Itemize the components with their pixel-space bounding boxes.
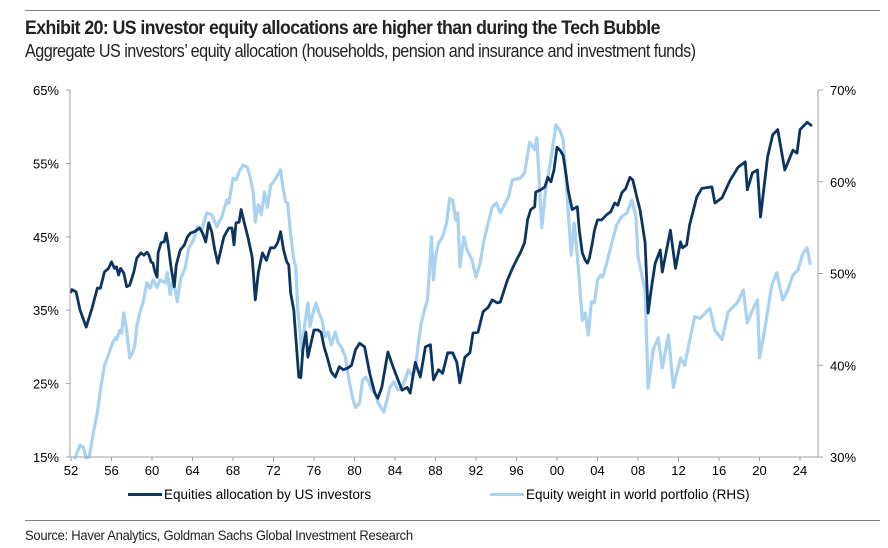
chart-title: Exhibit 20: US investor equity allocatio… <box>25 18 660 39</box>
x-axis-tick-label: 76 <box>307 463 321 478</box>
top-rule <box>25 10 880 11</box>
series-line-us-allocation <box>69 120 813 400</box>
x-axis-tick-label: 20 <box>752 463 766 478</box>
series-line-world-weight <box>73 123 812 460</box>
left-axis-tick-label: 65% <box>33 83 59 98</box>
x-axis-tick-label: 52 <box>64 463 78 478</box>
x-axis-tick-label: 12 <box>671 463 685 478</box>
light-series-layer <box>73 123 812 460</box>
x-axis-tick-label: 88 <box>428 463 442 478</box>
x-axis-tick-label: 68 <box>226 463 240 478</box>
axes-layer: 15% 25% 35% 45% 55% 65% 30% 40% 50% 60% 70% 52 56 60 6… <box>33 83 856 478</box>
left-axis-tick-label: 45% <box>33 230 59 245</box>
left-axis-tick-label: 15% <box>33 450 59 465</box>
legend-swatch-light <box>490 493 524 496</box>
x-axis-tick-label: 16 <box>712 463 726 478</box>
x-axis-tick-label: 64 <box>185 463 199 478</box>
x-axis-tick-label: 84 <box>388 463 402 478</box>
legend-item-us-allocation: Equities allocation by US investors <box>128 487 371 502</box>
right-axis-tick-label: 30% <box>830 450 856 465</box>
x-axis-tick-label: 08 <box>631 463 645 478</box>
right-axis-tick-label: 40% <box>830 358 856 373</box>
x-axis-tick-label: 96 <box>509 463 523 478</box>
legend-item-world-weight: Equity weight in world portfolio (RHS) <box>490 487 750 502</box>
x-axis-tick-label: 72 <box>266 463 280 478</box>
dark-series-layer <box>69 120 813 400</box>
source-note: Source: Haver Analytics, Goldman Sachs G… <box>25 527 413 543</box>
left-axis-tick-label: 35% <box>33 303 59 318</box>
legend-label-world-weight: Equity weight in world portfolio (RHS) <box>526 487 750 502</box>
bottom-rule <box>25 520 880 521</box>
legend-label-us-allocation: Equities allocation by US investors <box>164 487 372 502</box>
legend-swatch-dark <box>128 493 162 496</box>
x-axis-tick-label: 00 <box>550 463 564 478</box>
x-axis-tick-label: 60 <box>145 463 159 478</box>
x-axis-tick-label: 24 <box>793 463 807 478</box>
right-axis-tick-label: 50% <box>830 267 856 282</box>
left-axis-tick-label: 55% <box>33 156 59 171</box>
x-axis-tick-label: 56 <box>104 463 118 478</box>
x-axis-tick-label: 92 <box>469 463 483 478</box>
chart-subtitle: Aggregate US investors’ equity allocatio… <box>25 41 696 61</box>
x-axis-tick-label: 80 <box>347 463 361 478</box>
right-axis-tick-label: 70% <box>830 83 856 98</box>
x-axis-tick-label: 04 <box>590 463 604 478</box>
right-axis-tick-label: 60% <box>830 175 856 190</box>
left-axis-tick-label: 25% <box>33 377 59 392</box>
